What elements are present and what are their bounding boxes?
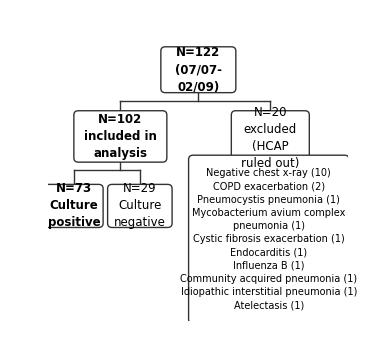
Text: N=122
(07/07-
02/09): N=122 (07/07- 02/09) [175,46,222,93]
FancyBboxPatch shape [231,111,309,165]
FancyBboxPatch shape [45,184,103,227]
Text: N=29
Culture
negative: N=29 Culture negative [114,182,166,230]
Text: N=73
Culture
positive: N=73 Culture positive [48,182,100,230]
Text: Negative chest x-ray (10)
COPD exacerbation (2)
Pneumocystis pneumonia (1)
Mycob: Negative chest x-ray (10) COPD exacerbat… [180,168,357,310]
FancyBboxPatch shape [161,47,236,93]
FancyBboxPatch shape [188,155,349,323]
Text: N=20
excluded
(HCAP
ruled out): N=20 excluded (HCAP ruled out) [241,106,300,170]
Text: N=102
included in
analysis: N=102 included in analysis [84,113,157,160]
FancyBboxPatch shape [108,184,172,227]
FancyBboxPatch shape [74,111,167,162]
